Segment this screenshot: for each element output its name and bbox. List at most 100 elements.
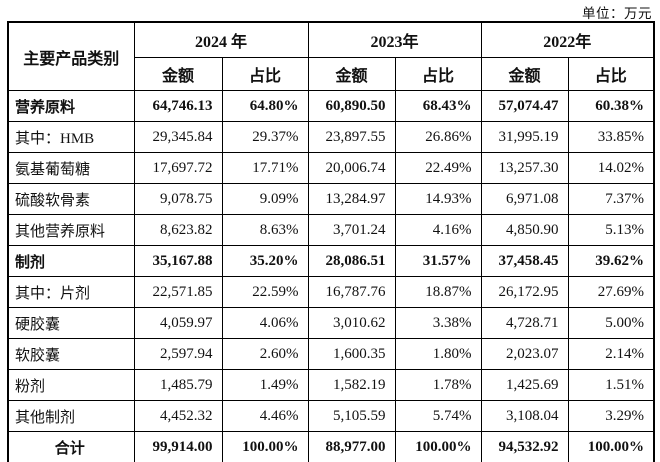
- value-cell: 5,105.59: [307, 400, 396, 432]
- table-row: 软胶囊 2,597.94 2.60% 1,600.35 1.80% 2,023.07 2.1…: [7, 338, 655, 370]
- ratio-header-cell: 占比: [567, 57, 655, 91]
- value-cell: 26,172.95: [480, 276, 569, 308]
- value-cell: 4,059.97: [133, 307, 223, 339]
- value-cell: 2,023.07: [480, 338, 569, 370]
- value-cell: 1.78%: [394, 369, 482, 401]
- value-cell: 8.63%: [221, 214, 309, 246]
- value-cell: 4.16%: [394, 214, 482, 246]
- table-row: 其他营养原料 8,623.82 8.63% 3,701.24 4.16% 4,850.90…: [7, 214, 655, 246]
- table-body: 营养原料 64,746.13 64.80% 60,890.50 68.43% 57,074…: [7, 90, 655, 462]
- value-cell: 37,458.45: [480, 245, 569, 277]
- value-cell: 4,850.90: [480, 214, 569, 246]
- amount-header-cell: 金额: [307, 57, 396, 91]
- table-row: 硬胶囊 4,059.97 4.06% 3,010.62 3.38% 4,728.71 5.0…: [7, 307, 655, 339]
- value-cell: 17.71%: [221, 152, 309, 184]
- value-cell: 100.00%: [567, 431, 655, 462]
- value-cell: 4.46%: [221, 400, 309, 432]
- year-header-cell-2022: 2022年: [480, 21, 655, 58]
- value-cell: 4,452.32: [133, 400, 223, 432]
- category-cell: 硬胶囊: [7, 307, 135, 339]
- table-row: 营养原料 64,746.13 64.80% 60,890.50 68.43% 57,074…: [7, 90, 655, 122]
- value-cell: 2,597.94: [133, 338, 223, 370]
- value-cell: 6,971.08: [480, 183, 569, 215]
- value-cell: 29.37%: [221, 121, 309, 153]
- value-cell: 22.49%: [394, 152, 482, 184]
- value-cell: 99,914.00: [133, 431, 223, 462]
- table-row: 其中：HMB 29,345.84 29.37% 23,897.55 26.86% 31,9…: [7, 121, 655, 153]
- value-cell: 1.80%: [394, 338, 482, 370]
- value-cell: 9,078.75: [133, 183, 223, 215]
- value-cell: 64,746.13: [133, 90, 223, 122]
- ratio-header-cell: 占比: [221, 57, 309, 91]
- value-cell: 1,485.79: [133, 369, 223, 401]
- value-cell: 3,108.04: [480, 400, 569, 432]
- value-cell: 28,086.51: [307, 245, 396, 277]
- value-cell: 18.87%: [394, 276, 482, 308]
- value-cell: 17,697.72: [133, 152, 223, 184]
- value-cell: 9.09%: [221, 183, 309, 215]
- value-cell: 13,284.97: [307, 183, 396, 215]
- ratio-header-cell: 占比: [394, 57, 482, 91]
- value-cell: 27.69%: [567, 276, 655, 308]
- category-cell: 软胶囊: [7, 338, 135, 370]
- value-cell: 23,897.55: [307, 121, 396, 153]
- value-cell: 3.38%: [394, 307, 482, 339]
- value-cell: 5.13%: [567, 214, 655, 246]
- value-cell: 29,345.84: [133, 121, 223, 153]
- value-cell: 68.43%: [394, 90, 482, 122]
- value-cell: 20,006.74: [307, 152, 396, 184]
- table-row: 其中：片剂 22,571.85 22.59% 16,787.76 18.87% 26,17…: [7, 276, 655, 308]
- value-cell: 31.57%: [394, 245, 482, 277]
- value-cell: 33.85%: [567, 121, 655, 153]
- category-cell: 其中：片剂: [7, 276, 135, 308]
- value-cell: 4.06%: [221, 307, 309, 339]
- year-header-row: 主要产品类别 2024 年 2023年 2022年: [7, 21, 655, 91]
- amount-header-cell: 金额: [133, 57, 223, 91]
- value-cell: 14.93%: [394, 183, 482, 215]
- amount-header-cell: 金额: [480, 57, 569, 91]
- category-cell: 氨基葡萄糖: [7, 152, 135, 184]
- value-cell: 1,600.35: [307, 338, 396, 370]
- value-cell: 22,571.85: [133, 276, 223, 308]
- value-cell: 100.00%: [221, 431, 309, 462]
- value-cell: 26.86%: [394, 121, 482, 153]
- category-header-cell: 主要产品类别: [7, 21, 135, 91]
- value-cell: 2.14%: [567, 338, 655, 370]
- category-cell: 合计: [7, 431, 135, 462]
- category-cell: 营养原料: [7, 90, 135, 122]
- table-row: 合计 99,914.00 100.00% 88,977.00 100.00% 94,532…: [7, 431, 655, 462]
- products-table: 主要产品类别 2024 年 2023年 2022年 金额 占比 金额 占比 金额…: [7, 21, 656, 462]
- table-row: 硫酸软骨素 9,078.75 9.09% 13,284.97 14.93% 6,971.0…: [7, 183, 655, 215]
- category-cell: 制剂: [7, 245, 135, 277]
- year-header-cell-2024: 2024 年: [133, 21, 309, 58]
- value-cell: 60,890.50: [307, 90, 396, 122]
- value-cell: 7.37%: [567, 183, 655, 215]
- value-cell: 13,257.30: [480, 152, 569, 184]
- sub-header-row: 金额 占比 金额 占比 金额 占比: [8, 57, 655, 91]
- value-cell: 35.20%: [221, 245, 309, 277]
- value-cell: 64.80%: [221, 90, 309, 122]
- value-cell: 3,701.24: [307, 214, 396, 246]
- table-row: 其他制剂 4,452.32 4.46% 5,105.59 5.74% 3,108.04 3.…: [7, 400, 655, 432]
- unit-label: 单位：万元: [582, 6, 652, 21]
- category-cell: 其他制剂: [7, 400, 135, 432]
- value-cell: 31,995.19: [480, 121, 569, 153]
- category-cell: 硫酸软骨素: [7, 183, 135, 215]
- value-cell: 39.62%: [567, 245, 655, 277]
- table-row: 制剂 35,167.88 35.20% 28,086.51 31.57% 37,458.4…: [7, 245, 655, 277]
- value-cell: 60.38%: [567, 90, 655, 122]
- value-cell: 22.59%: [221, 276, 309, 308]
- value-cell: 88,977.00: [307, 431, 396, 462]
- value-cell: 3,010.62: [307, 307, 396, 339]
- value-cell: 1,582.19: [307, 369, 396, 401]
- value-cell: 1.51%: [567, 369, 655, 401]
- value-cell: 57,074.47: [480, 90, 569, 122]
- value-cell: 14.02%: [567, 152, 655, 184]
- value-cell: 35,167.88: [133, 245, 223, 277]
- value-cell: 100.00%: [394, 431, 482, 462]
- value-cell: 5.00%: [567, 307, 655, 339]
- value-cell: 5.74%: [394, 400, 482, 432]
- value-cell: 94,532.92: [480, 431, 569, 462]
- value-cell: 1,425.69: [480, 369, 569, 401]
- value-cell: 3.29%: [567, 400, 655, 432]
